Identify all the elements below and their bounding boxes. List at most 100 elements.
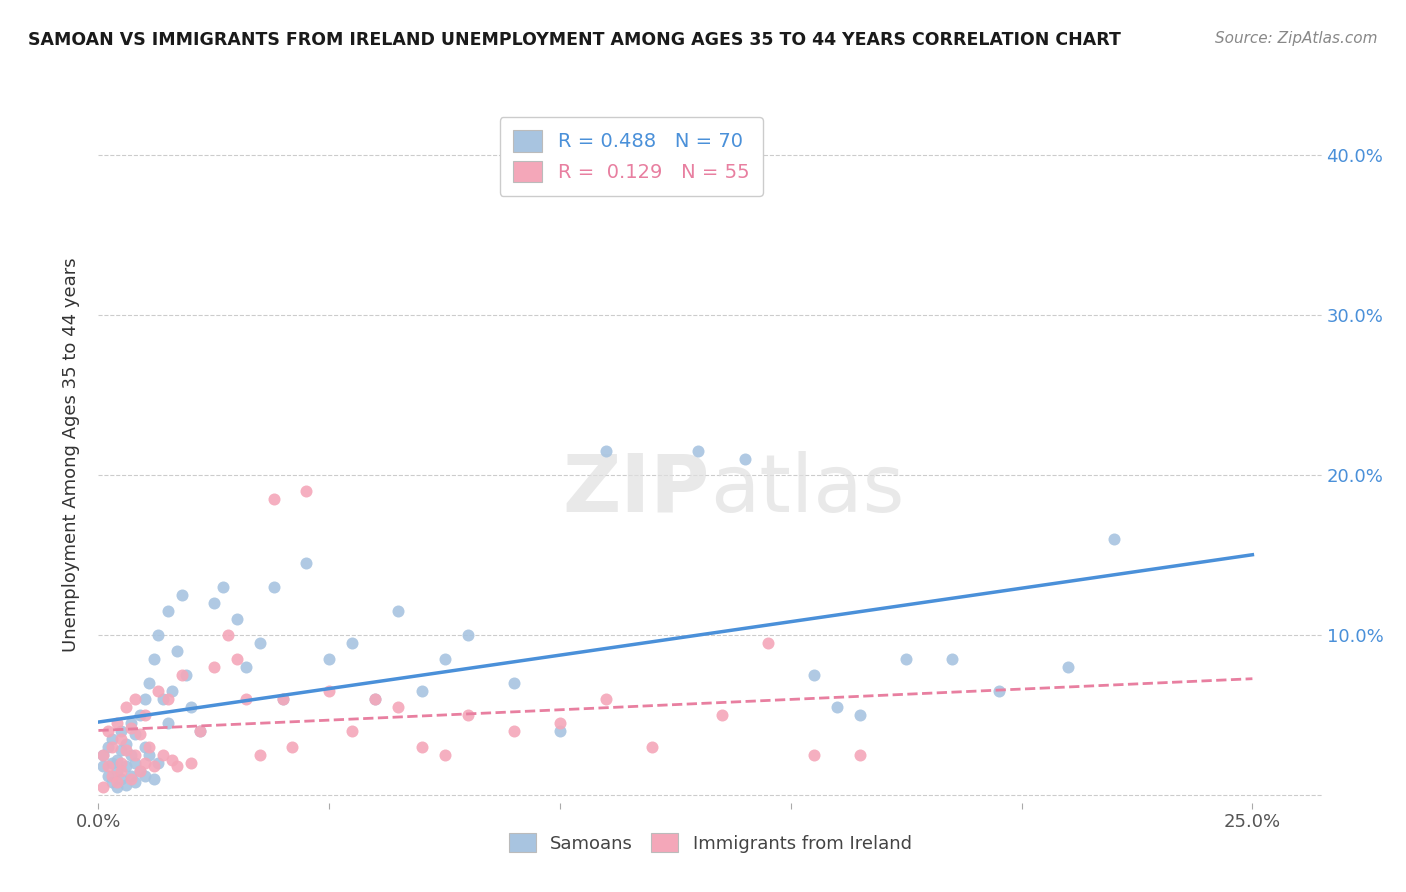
Point: [115, 778, 138, 792]
Point: [91, 747, 114, 762]
Point: [120, 715, 142, 730]
Point: [188, 723, 211, 738]
Point: [124, 691, 146, 706]
Point: [148, 628, 170, 642]
Point: [803, 668, 825, 682]
Point: [148, 683, 170, 698]
Point: [134, 739, 156, 754]
Point: [281, 739, 304, 754]
Point: [202, 660, 225, 674]
Point: [124, 775, 146, 789]
Point: [756, 636, 779, 650]
Point: [1056, 660, 1078, 674]
Point: [115, 743, 138, 757]
Point: [170, 668, 193, 682]
Text: SAMOAN VS IMMIGRANTS FROM IRELAND UNEMPLOYMENT AMONG AGES 35 TO 44 YEARS CORRELA: SAMOAN VS IMMIGRANTS FROM IRELAND UNEMPL…: [28, 31, 1121, 49]
Point: [156, 604, 179, 618]
Point: [142, 772, 165, 786]
Point: [548, 723, 571, 738]
Point: [134, 756, 156, 770]
Point: [180, 756, 202, 770]
Point: [688, 444, 710, 458]
Point: [91, 747, 114, 762]
Point: [896, 652, 918, 666]
Point: [129, 707, 152, 722]
Point: [138, 747, 160, 762]
Point: [129, 764, 152, 778]
Point: [502, 676, 524, 690]
Point: [129, 727, 152, 741]
Y-axis label: Unemployment Among Ages 35 to 44 years: Unemployment Among Ages 35 to 44 years: [62, 258, 80, 652]
Point: [212, 580, 235, 594]
Point: [548, 715, 571, 730]
Point: [174, 668, 197, 682]
Point: [166, 644, 188, 658]
Point: [110, 743, 132, 757]
Point: [263, 491, 285, 506]
Point: [134, 769, 156, 783]
Point: [120, 772, 142, 786]
Point: [156, 715, 179, 730]
Point: [342, 636, 364, 650]
Point: [162, 753, 184, 767]
Point: [101, 775, 124, 789]
Point: [134, 691, 156, 706]
Point: [110, 731, 132, 746]
Point: [162, 683, 184, 698]
Point: [105, 780, 128, 794]
Point: [411, 739, 433, 754]
Point: [502, 723, 524, 738]
Point: [115, 699, 138, 714]
Point: [342, 723, 364, 738]
Point: [166, 759, 188, 773]
Point: [941, 652, 963, 666]
Point: [457, 628, 479, 642]
Point: [124, 727, 146, 741]
Point: [97, 739, 120, 754]
Point: [170, 588, 193, 602]
Point: [110, 756, 132, 770]
Point: [263, 580, 285, 594]
Point: [364, 691, 387, 706]
Point: [91, 780, 114, 794]
Point: [641, 739, 664, 754]
Text: Source: ZipAtlas.com: Source: ZipAtlas.com: [1215, 31, 1378, 46]
Point: [142, 652, 165, 666]
Point: [271, 691, 294, 706]
Point: [295, 483, 318, 498]
Text: atlas: atlas: [710, 450, 904, 529]
Point: [142, 759, 165, 773]
Point: [152, 747, 174, 762]
Point: [115, 759, 138, 773]
Point: [101, 756, 124, 770]
Point: [457, 707, 479, 722]
Point: [101, 769, 124, 783]
Point: [433, 747, 456, 762]
Point: [148, 756, 170, 770]
Point: [101, 739, 124, 754]
Point: [825, 699, 848, 714]
Point: [101, 731, 124, 746]
Point: [97, 759, 120, 773]
Point: [987, 683, 1010, 698]
Point: [803, 747, 825, 762]
Point: [225, 612, 247, 626]
Point: [411, 683, 433, 698]
Point: [364, 691, 387, 706]
Point: [318, 652, 340, 666]
Point: [105, 764, 128, 778]
Point: [318, 683, 340, 698]
Point: [202, 596, 225, 610]
Point: [387, 699, 409, 714]
Point: [120, 747, 142, 762]
Point: [138, 676, 160, 690]
Point: [120, 721, 142, 735]
Point: [134, 707, 156, 722]
Point: [235, 660, 257, 674]
Point: [710, 707, 733, 722]
Point: [156, 691, 179, 706]
Point: [105, 753, 128, 767]
Point: [110, 772, 132, 786]
Point: [91, 759, 114, 773]
Point: [97, 769, 120, 783]
